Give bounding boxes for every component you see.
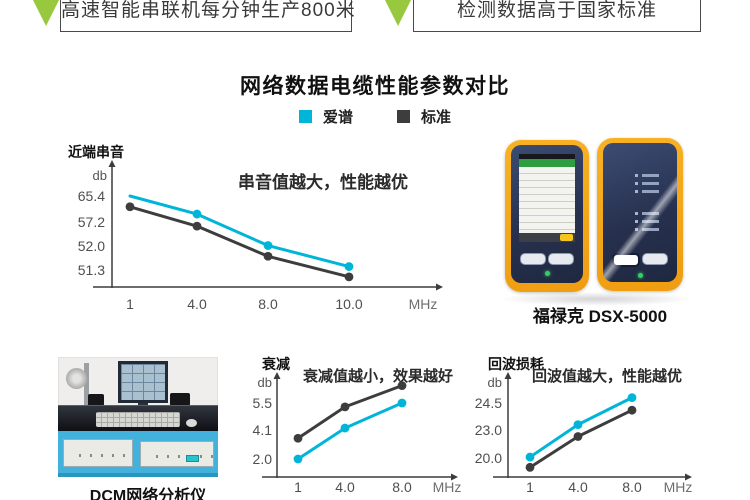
attenuation-chart: 衰减 db 衰减值越小，效果越好 5.5 4.1 2.0 1 4.0 8.0 MHz — [253, 356, 462, 495]
legend-label: 爱谱 — [322, 109, 353, 126]
y-tick-label: 20.0 — [475, 450, 502, 466]
data-point — [340, 423, 350, 433]
y-tick-label: 57.2 — [78, 214, 105, 230]
chart-annotation: 回波值越大，性能越优 — [532, 367, 682, 385]
data-point — [293, 454, 303, 464]
banner-arrow-icon — [385, 0, 411, 26]
cable-spool — [66, 368, 87, 389]
chart-title: 衰减 — [261, 356, 290, 372]
chart-annotation: 串音值越大，性能越优 — [238, 172, 408, 192]
y-tick-label: 51.3 — [78, 262, 105, 278]
series-line — [296, 384, 404, 440]
data-point — [627, 405, 637, 415]
data-point — [125, 202, 135, 212]
y-tick-label: 4.1 — [253, 422, 273, 438]
data-point — [397, 398, 407, 408]
tester-caption: 福禄克 DSX-5000 — [532, 307, 668, 326]
fluke-tester-remote-image — [597, 138, 683, 291]
x-tick-label: 8.0 — [392, 479, 412, 495]
y-tick-label: 5.5 — [253, 395, 273, 411]
data-point — [293, 433, 303, 443]
data-point — [573, 420, 583, 429]
data-point — [263, 251, 273, 261]
x-tick-label: 8.0 — [258, 296, 278, 312]
series-line — [128, 205, 351, 279]
fixture-arm — [84, 363, 89, 407]
data-point — [344, 272, 354, 282]
fluke-tester-front-image — [505, 140, 589, 292]
series-line — [296, 401, 404, 461]
device-button — [520, 253, 546, 265]
chart-title: 近端串音 — [68, 144, 124, 160]
cabinet — [58, 431, 218, 477]
test-fixture — [88, 394, 104, 406]
y-tick-label: 23.0 — [475, 422, 502, 438]
x-tick-label: 4.0 — [187, 296, 207, 312]
y-axis-unit: db — [258, 375, 272, 390]
instrument-panel — [63, 439, 133, 467]
data-point — [340, 402, 350, 412]
test-fixture — [170, 393, 190, 406]
glare-highlight — [603, 143, 677, 282]
x-tick-label: 1 — [294, 479, 302, 495]
data-point — [573, 432, 583, 441]
series-line — [128, 194, 351, 269]
page-title: 网络数据电缆性能参数对比 — [240, 75, 510, 98]
data-point — [263, 241, 273, 250]
legend-item-aipu: 爱谱 — [298, 106, 353, 127]
chart-title: 回波损耗 — [488, 356, 544, 372]
y-axis-unit: db — [488, 375, 502, 390]
x-tick-label: 4.0 — [568, 479, 588, 495]
screen-badge — [560, 234, 573, 241]
x-axis-unit: MHz — [664, 479, 693, 495]
data-point — [627, 393, 637, 402]
monitor — [118, 361, 168, 403]
data-point — [192, 209, 202, 219]
data-point — [525, 462, 535, 472]
mouse — [186, 419, 197, 427]
analyzer-caption: DCM网络分析仪 — [89, 488, 207, 500]
device-screen — [519, 154, 575, 242]
near-end-crosstalk-chart: 近端串音 db 串音值越大，性能越优 65.4 57.2 52.0 51.3 1 4.0 8.0 1… — [68, 144, 443, 312]
x-tick-label: 1 — [126, 296, 134, 312]
dcm-analyzer-photo — [58, 357, 218, 477]
y-tick-label: 65.4 — [78, 188, 105, 204]
legend-label: 标准 — [421, 109, 452, 126]
device-body — [603, 143, 677, 282]
x-tick-label: 4.0 — [335, 479, 355, 495]
x-axis-unit: MHz — [409, 296, 438, 312]
banner-right-text: 检测数据高于国家标准 — [456, 0, 657, 21]
device-button — [548, 253, 574, 265]
device-body — [511, 145, 583, 283]
y-axis-unit: db — [93, 168, 107, 183]
banner-left: 高速智能串联机每分钟生产800米 — [60, 0, 356, 32]
data-point — [397, 381, 407, 391]
data-point — [344, 262, 354, 271]
return-loss-chart: 回波损耗 db 回波值越大，性能越优 24.5 23.0 20.0 1 4.0 8.0 MHz — [475, 356, 693, 495]
power-led — [545, 271, 550, 276]
instrument-panel — [140, 441, 214, 467]
x-tick-label: 10.0 — [335, 296, 362, 312]
banner-left-text: 高速智能串联机每分钟生产800米 — [61, 0, 356, 21]
legend-swatch-aipu — [298, 110, 312, 123]
y-tick-label: 52.0 — [78, 238, 105, 254]
legend-item-standard: 标准 — [397, 106, 451, 127]
data-point — [525, 452, 535, 462]
x-tick-label: 1 — [526, 479, 534, 495]
banner-right: 检测数据高于国家标准 — [413, 0, 701, 32]
chart-annotation: 衰减值越小，效果越好 — [302, 367, 453, 385]
chart-legend: 爱谱 标准 — [0, 106, 750, 127]
banner-arrow-icon — [33, 0, 59, 26]
data-point — [192, 221, 202, 231]
legend-swatch-standard — [397, 110, 410, 123]
y-tick-label: 24.5 — [475, 395, 502, 411]
device-shadow — [498, 292, 694, 306]
keyboard — [96, 412, 180, 427]
y-tick-label: 2.0 — [253, 451, 273, 467]
x-axis-unit: MHz — [433, 479, 462, 495]
x-tick-label: 8.0 — [622, 479, 642, 495]
